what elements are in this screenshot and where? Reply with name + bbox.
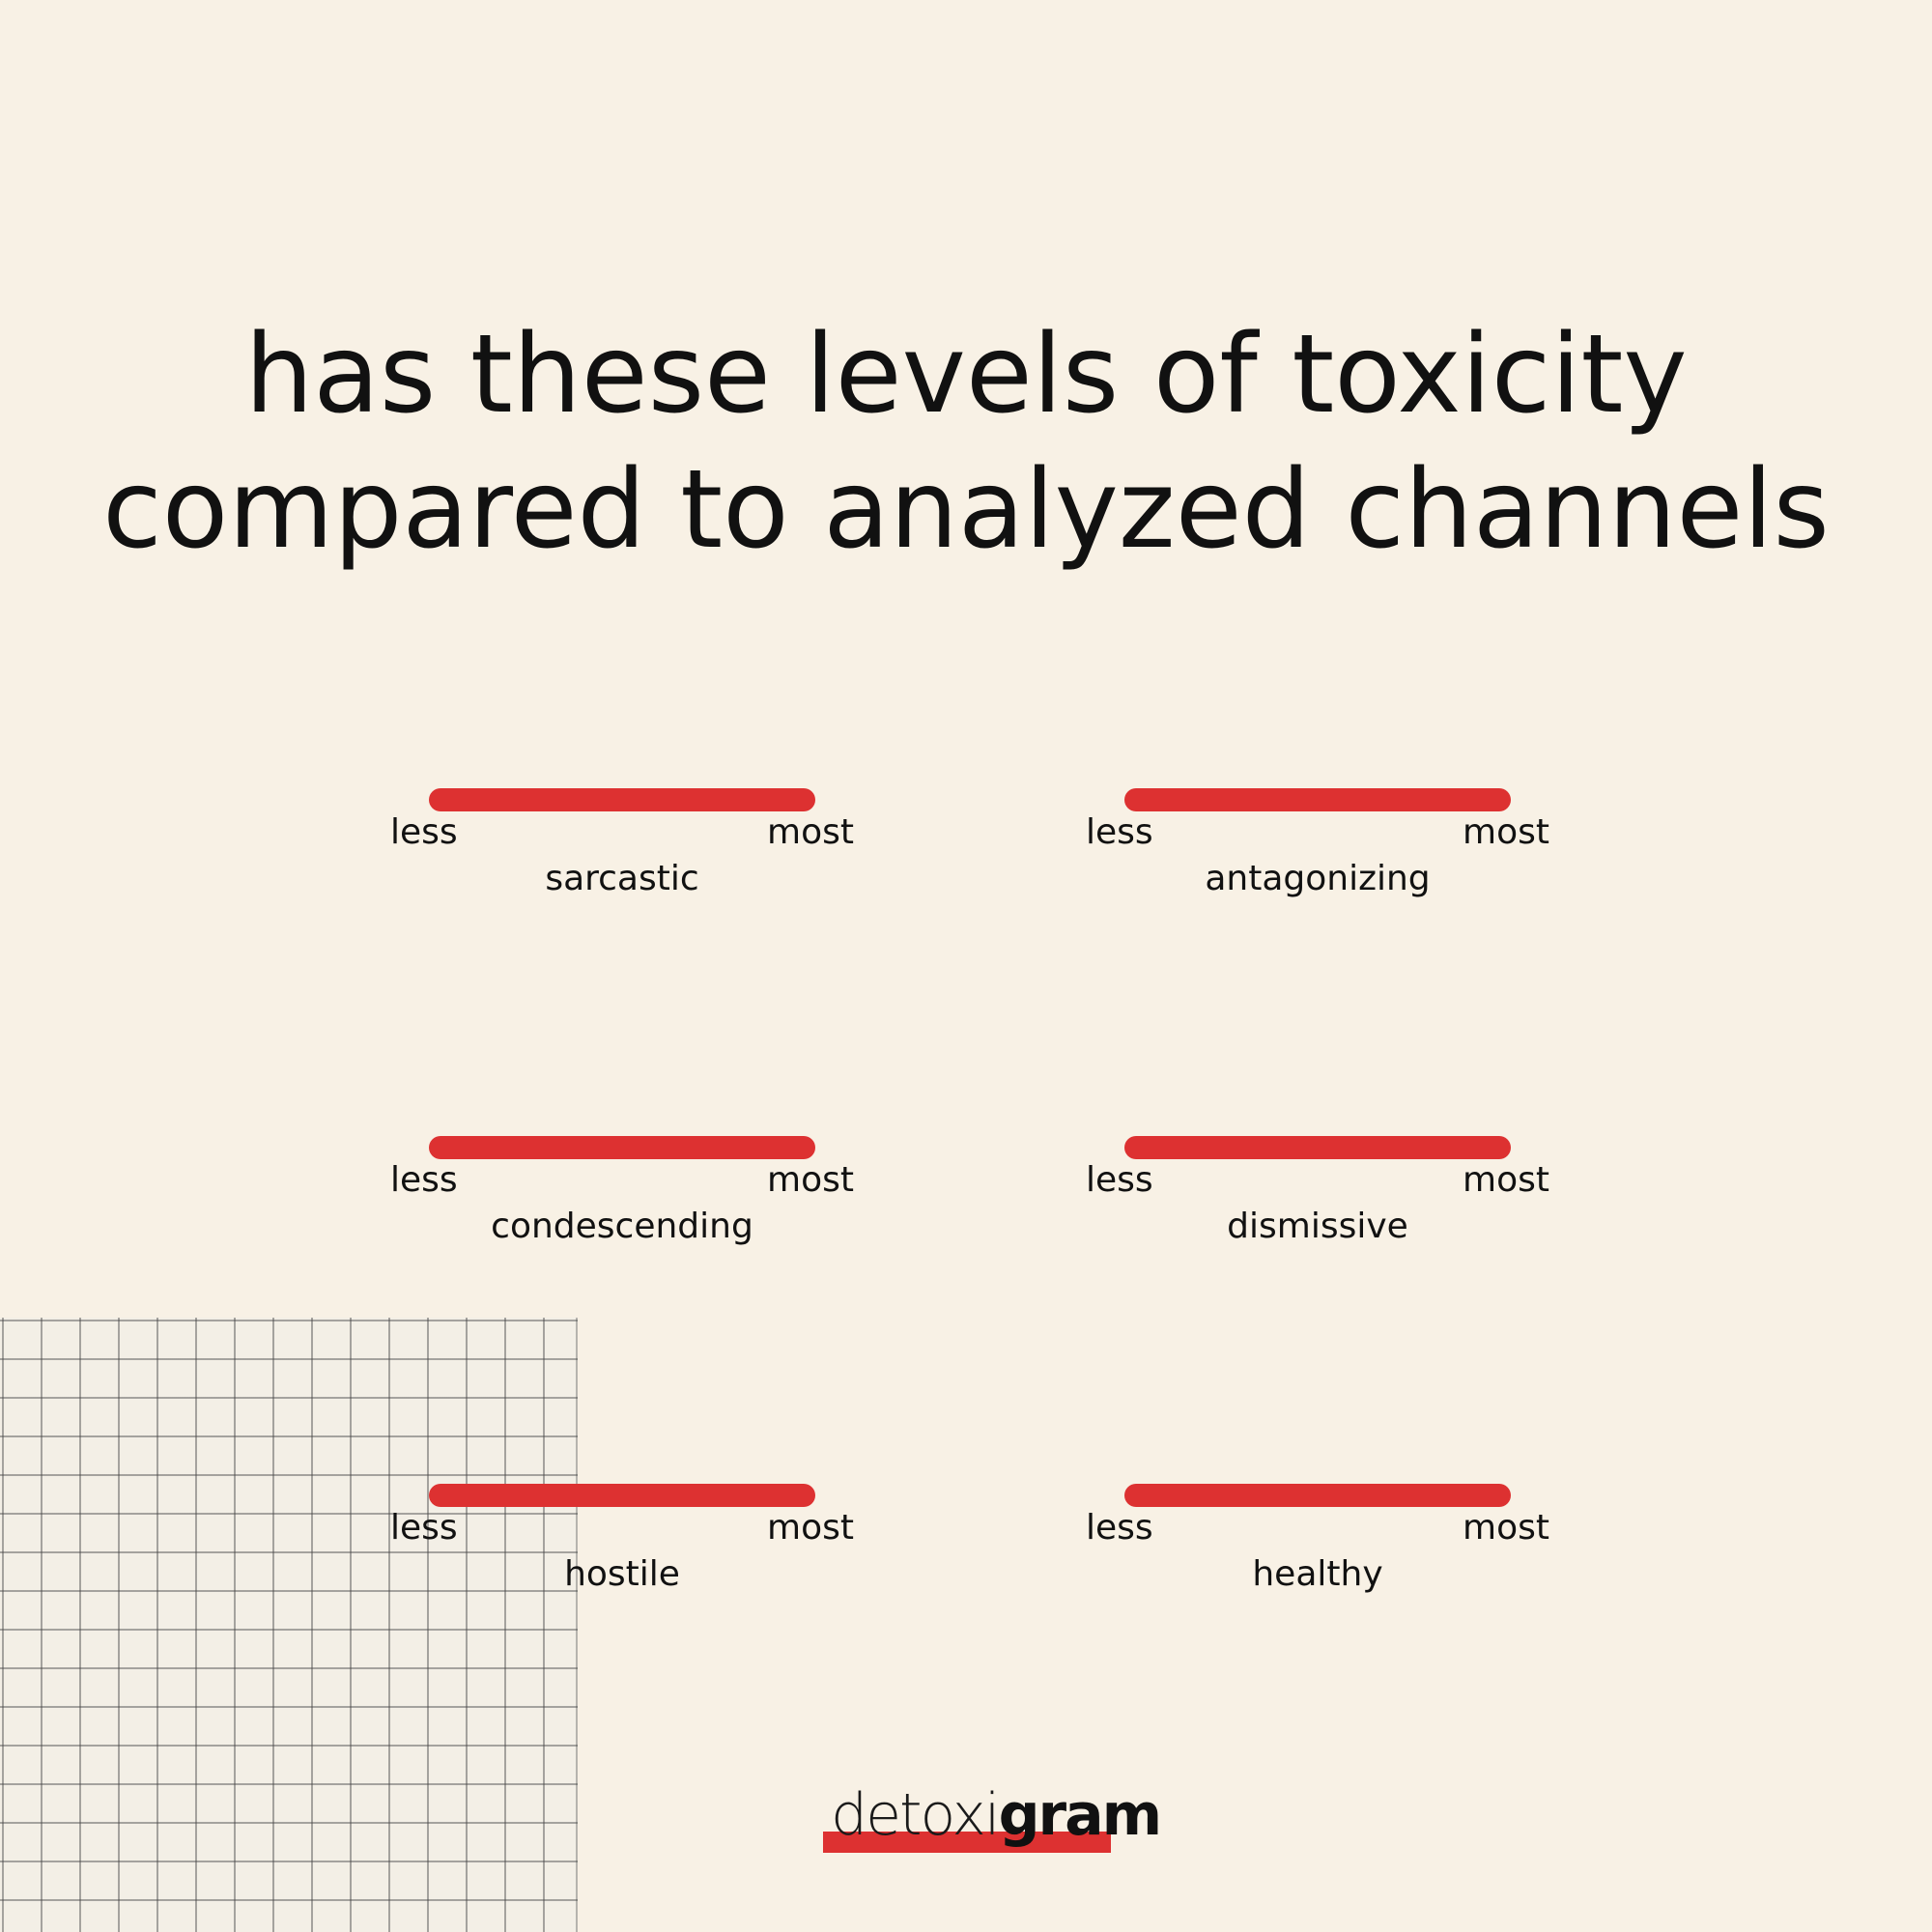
logo-wordmark: detoxigram xyxy=(831,1781,1163,1849)
scale-name: antagonizing xyxy=(1205,859,1431,898)
scale-bar xyxy=(429,1136,815,1159)
scale-most-label: most xyxy=(767,1508,854,1548)
scale-most-label: most xyxy=(1463,1160,1549,1200)
scale-less-label: less xyxy=(390,1508,458,1548)
headline-line-2: compared to analyzed channels xyxy=(102,447,1830,573)
scale-dismissive: less most dismissive xyxy=(1086,1136,1549,1291)
scale-most-label: most xyxy=(767,1160,854,1200)
scale-less-label: less xyxy=(390,1160,458,1200)
scale-less-label: less xyxy=(1086,812,1153,852)
scale-less-label: less xyxy=(1086,1160,1153,1200)
scale-name: dismissive xyxy=(1227,1207,1408,1246)
scale-bar xyxy=(429,788,815,811)
logo-underline-bar xyxy=(823,1832,1111,1853)
scale-antagonizing: less most antagonizing xyxy=(1086,788,1549,943)
scale-bar xyxy=(1124,1136,1511,1159)
scale-name: sarcastic xyxy=(545,859,699,898)
scale-bar xyxy=(1124,1484,1511,1507)
scale-bar xyxy=(429,1484,815,1507)
scale-hostile: less most hostile xyxy=(390,1484,854,1638)
scale-healthy: less most healthy xyxy=(1086,1484,1549,1638)
detoxigram-logo: detoxigram xyxy=(823,1783,1162,1853)
scale-most-label: most xyxy=(767,812,854,852)
logo-text-light: detoxi xyxy=(831,1781,1001,1849)
headline-line-1: has these levels of toxicity xyxy=(244,312,1688,438)
scale-name: hostile xyxy=(564,1554,680,1594)
logo-text-bold: gram xyxy=(998,1781,1163,1849)
scale-most-label: most xyxy=(1463,1508,1549,1548)
scale-most-label: most xyxy=(1463,812,1549,852)
scale-name: healthy xyxy=(1252,1554,1383,1594)
scale-sarcastic: less most sarcastic xyxy=(390,788,854,943)
scale-less-label: less xyxy=(1086,1508,1153,1548)
grid-paper-decoration xyxy=(0,1318,578,1932)
scale-name: condescending xyxy=(491,1207,753,1246)
scale-condescending: less most condescending xyxy=(390,1136,854,1291)
scale-bar xyxy=(1124,788,1511,811)
headline: has these levels of toxicity compared to… xyxy=(0,307,1932,578)
scale-less-label: less xyxy=(390,812,458,852)
